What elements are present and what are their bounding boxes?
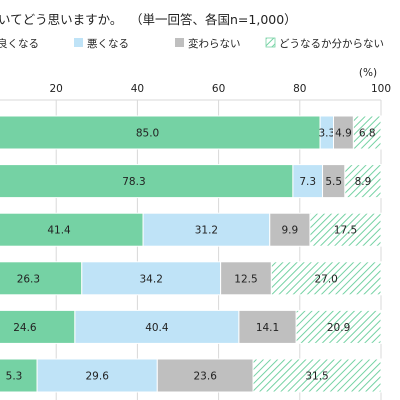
data-label-row3-seg3: 9.9 bbox=[282, 225, 299, 237]
bar-row3-seg3 bbox=[269, 212, 311, 247]
x-tick-label-60: 60 bbox=[212, 83, 225, 95]
data-label-row3-seg4: 17.5 bbox=[334, 225, 357, 237]
data-label-row1-seg2: 3.3 bbox=[318, 128, 335, 140]
data-label-row4-seg1: 26.3 bbox=[17, 273, 40, 285]
data-label-row2-seg2: 7.3 bbox=[299, 176, 316, 188]
bar-row3-seg1 bbox=[0, 212, 144, 247]
data-label-row3-seg1: 41.4 bbox=[47, 225, 71, 237]
data-label-row5-seg2: 40.4 bbox=[145, 322, 169, 334]
data-label-row1-seg4: 6.8 bbox=[359, 128, 376, 140]
bar-row4-seg1 bbox=[0, 261, 83, 296]
bar-row4-seg2 bbox=[81, 261, 222, 296]
data-label-row5-seg4: 20.9 bbox=[327, 322, 350, 334]
sample-note: （単一回答、各国n=1,000） bbox=[130, 12, 297, 27]
x-tick-label-80: 80 bbox=[293, 83, 306, 95]
bars-area: 85.0 3.3 4.9 6.8 78.3 7.3 5.5 8.9 41.4 31.2 9.9 17.… bbox=[0, 115, 382, 393]
legend-label-4: どうなるか分からない bbox=[279, 38, 384, 50]
legend-label-2: 悪くなる bbox=[87, 38, 129, 50]
bar-row5-seg4 bbox=[295, 309, 382, 344]
data-label-row6-seg4: 31.5 bbox=[305, 371, 328, 383]
legend-swatch-2 bbox=[74, 38, 83, 47]
legend-label-1: 良くなる bbox=[0, 37, 39, 50]
bar-row4-seg3 bbox=[220, 261, 272, 296]
legend-swatch-3 bbox=[175, 38, 184, 47]
bar-row4-seg4 bbox=[270, 261, 382, 296]
data-label-row4-seg4: 27.0 bbox=[314, 273, 337, 285]
data-label-row4-seg3: 12.5 bbox=[234, 273, 257, 285]
bar-row5-seg1 bbox=[0, 309, 76, 344]
question-title: いてどう思いますか。 bbox=[0, 12, 122, 27]
bar-row5-seg3 bbox=[238, 309, 297, 344]
bar-row1-seg1 bbox=[0, 115, 321, 150]
data-label-row5-seg1: 24.6 bbox=[13, 322, 37, 334]
bar-row6-seg3 bbox=[156, 358, 254, 393]
axis-unit-label: (%) bbox=[359, 67, 377, 79]
data-label-row3-seg2: 31.2 bbox=[195, 225, 218, 237]
data-label-row5-seg3: 14.1 bbox=[256, 322, 279, 334]
data-label-row1-seg3: 4.9 bbox=[335, 128, 352, 140]
x-tick-label-20: 20 bbox=[50, 83, 63, 95]
data-label-row6-seg3: 23.6 bbox=[194, 371, 218, 383]
bar-row3-seg4 bbox=[309, 212, 382, 247]
bar-row3-seg2 bbox=[142, 212, 271, 247]
chart-legend: 良くなる 悪くなる 変わらない どうなるか分からない bbox=[0, 37, 384, 50]
bar-row2-seg1 bbox=[0, 164, 294, 199]
data-label-row2-seg1: 78.3 bbox=[122, 176, 145, 188]
bar-row6-seg4 bbox=[252, 358, 382, 393]
x-tick-label-100: 100 bbox=[371, 83, 391, 95]
bar-row2-seg2 bbox=[292, 164, 324, 199]
x-axis-ticks: 20 40 60 80 100 bbox=[50, 83, 392, 95]
data-label-row2-seg4: 8.9 bbox=[355, 176, 372, 188]
bar-row1-seg4 bbox=[352, 115, 382, 150]
gridlines bbox=[0, 99, 382, 400]
data-label-row4-seg2: 34.2 bbox=[140, 273, 163, 285]
legend-label-3: 変わらない bbox=[188, 37, 241, 50]
data-label-row6-seg2: 29.6 bbox=[86, 371, 110, 383]
data-label-row2-seg3: 5.5 bbox=[325, 176, 342, 188]
bar-row2-seg4 bbox=[344, 164, 382, 199]
x-tick-label-40: 40 bbox=[131, 83, 144, 95]
legend-swatch-4 bbox=[265, 37, 276, 48]
data-label-row6-seg1: 5.3 bbox=[6, 371, 23, 383]
data-label-row1-seg1: 85.0 bbox=[136, 128, 159, 140]
